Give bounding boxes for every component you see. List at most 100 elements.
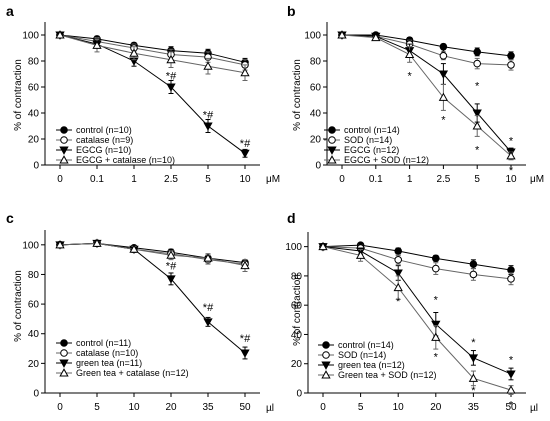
data-point-3 xyxy=(337,30,347,39)
panel-c-x-unit: µl xyxy=(266,403,274,414)
panel-c: c % of contraction µl 0 20 40 60 80 100 0 5 10 20… xyxy=(6,210,274,414)
data-point-2 xyxy=(506,370,516,379)
y-tick-label: 20 xyxy=(28,359,40,370)
data-point-2 xyxy=(203,122,213,131)
y-tick-label: 60 xyxy=(28,83,40,94)
panel-b-ylabel: % of contraction xyxy=(292,59,303,131)
data-point-0 xyxy=(439,42,448,51)
panel-a-x-unit: μM xyxy=(266,174,280,185)
data-point-3 xyxy=(203,253,213,262)
legend-entry: Green tea + catalase (n=12) xyxy=(76,368,189,378)
data-point-3 xyxy=(240,67,250,77)
significance-marker: * xyxy=(471,385,476,397)
data-point-1 xyxy=(394,256,403,264)
y-tick-label: 40 xyxy=(28,109,40,120)
y-tick-label: 0 xyxy=(33,161,39,172)
data-point-3 xyxy=(166,250,176,259)
data-point-3 xyxy=(166,54,176,64)
panel-d-ylabel: % of contraction xyxy=(292,274,303,346)
legend-entry: SOD (n=14) xyxy=(338,350,386,360)
legend-entry: EGCG + catalase (n=10) xyxy=(76,155,175,165)
legend-marker xyxy=(327,146,337,155)
data-point-3 xyxy=(92,238,102,247)
x-tick-label: 2.5 xyxy=(164,174,178,185)
data-point-3 xyxy=(468,373,479,382)
legend-entry: EGCG (n=12) xyxy=(344,145,399,155)
significance-marker: * xyxy=(509,165,514,177)
panel-b: b % of contraction μM 0 20 40 60 80 100 0 0.1 1 2… xyxy=(287,3,544,185)
series-line-3 xyxy=(59,242,246,267)
legend-marker xyxy=(321,370,331,379)
y-tick-label: 100 xyxy=(304,31,321,42)
x-tick-label: 10 xyxy=(128,402,140,413)
x-tick-label: 10 xyxy=(505,174,517,185)
x-tick-label: 5 xyxy=(94,402,100,413)
series-line-3 xyxy=(341,34,512,157)
legend-marker xyxy=(327,155,337,164)
y-tick-label: 0 xyxy=(315,161,321,172)
legend-marker xyxy=(321,361,331,370)
data-point-1 xyxy=(473,59,482,68)
y-tick-label: 100 xyxy=(22,240,39,251)
series-line-0 xyxy=(322,244,512,271)
legend-entry: catalase (n=9) xyxy=(76,135,133,145)
x-tick-label: 0.1 xyxy=(90,174,104,185)
legend-marker xyxy=(60,339,68,347)
panel-c-ylabel: % of contraction xyxy=(13,270,24,342)
y-tick-label: 60 xyxy=(291,301,303,312)
data-point-2 xyxy=(393,269,403,278)
data-point-3 xyxy=(506,151,516,160)
series-line-3 xyxy=(59,34,246,74)
panel-c-letter: c xyxy=(6,210,14,226)
x-tick-label: 35 xyxy=(468,402,480,413)
y-tick-label: 40 xyxy=(291,330,303,341)
data-point-2 xyxy=(468,354,479,363)
y-tick-label: 80 xyxy=(28,270,40,281)
series-line-1 xyxy=(341,34,512,66)
legend-entry: SOD (n=14) xyxy=(344,135,392,145)
x-tick-label: 35 xyxy=(202,402,214,413)
x-tick-label: 20 xyxy=(165,402,177,413)
series-line-0 xyxy=(59,34,246,63)
data-point-3 xyxy=(92,40,102,49)
x-tick-label: 1 xyxy=(407,174,413,185)
legend-entry: control (n=14) xyxy=(338,340,394,350)
significance-marker: *# xyxy=(240,333,251,345)
significance-marker: * xyxy=(475,81,480,93)
y-tick-label: 60 xyxy=(310,83,322,94)
series-line-3 xyxy=(322,246,512,391)
x-tick-label: 5 xyxy=(474,174,480,185)
series-line-2 xyxy=(59,34,246,154)
y-tick-label: 20 xyxy=(28,135,40,146)
x-tick-label: 10 xyxy=(239,174,251,185)
x-tick-label: 0 xyxy=(339,174,345,185)
x-tick-label: 0 xyxy=(320,402,326,413)
y-tick-label: 80 xyxy=(28,57,40,68)
y-tick-label: 0 xyxy=(33,389,39,400)
y-tick-label: 0 xyxy=(296,389,302,400)
significance-marker: *# xyxy=(240,138,251,150)
significance-marker: * xyxy=(475,144,480,156)
legend-marker xyxy=(322,341,330,349)
x-tick-label: 10 xyxy=(393,402,405,413)
data-point-3 xyxy=(404,49,415,58)
y-tick-label: 80 xyxy=(310,57,322,68)
panel-d-letter: d xyxy=(287,210,296,226)
data-point-3 xyxy=(431,332,441,341)
data-point-3 xyxy=(472,121,482,130)
y-tick-label: 100 xyxy=(22,31,39,42)
legend-marker xyxy=(59,155,69,164)
data-point-0 xyxy=(473,48,482,56)
significance-marker: *# xyxy=(166,261,177,273)
legend-marker xyxy=(322,351,330,359)
data-point-1 xyxy=(432,264,440,273)
significance-marker: * xyxy=(396,296,401,308)
data-point-1 xyxy=(507,275,515,283)
y-tick-label: 40 xyxy=(28,329,40,340)
data-point-3 xyxy=(438,92,449,101)
significance-marker: * xyxy=(441,47,446,59)
significance-marker: * xyxy=(509,354,514,366)
legend-entry: green tea (n=11) xyxy=(76,358,142,368)
data-point-1 xyxy=(439,52,448,60)
